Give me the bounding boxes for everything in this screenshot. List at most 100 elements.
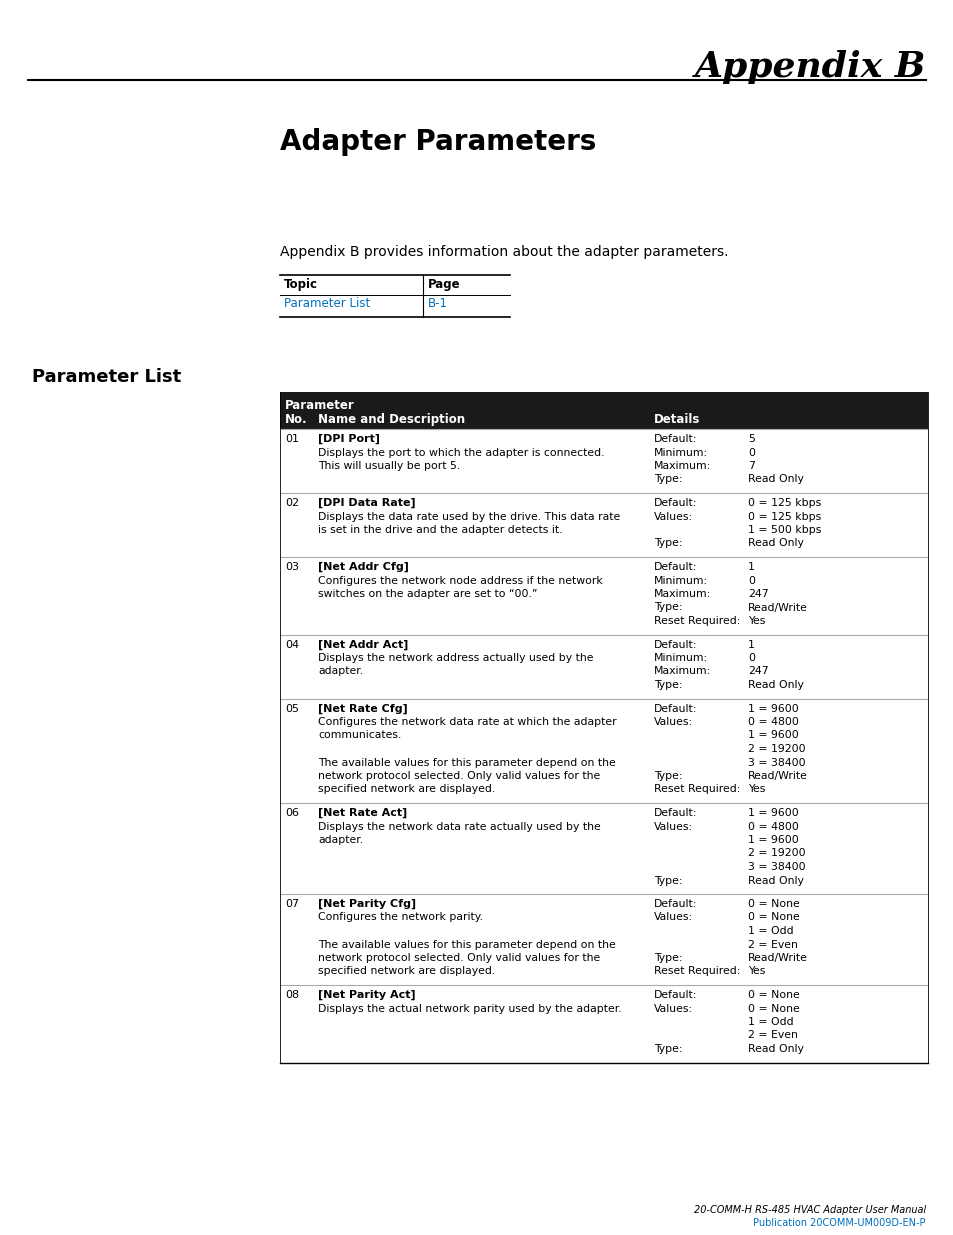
Text: 07: 07 bbox=[285, 899, 299, 909]
Text: 7: 7 bbox=[747, 461, 754, 471]
Text: Name and Description: Name and Description bbox=[317, 412, 465, 426]
Text: Appendix B provides information about the adapter parameters.: Appendix B provides information about th… bbox=[280, 245, 728, 259]
Text: Details: Details bbox=[654, 412, 700, 426]
Text: Configures the network node address if the network: Configures the network node address if t… bbox=[317, 576, 602, 585]
Text: 0 = 4800: 0 = 4800 bbox=[747, 718, 798, 727]
Text: [Net Addr Act]: [Net Addr Act] bbox=[317, 640, 408, 650]
Text: is set in the drive and the adapter detects it.: is set in the drive and the adapter dete… bbox=[317, 525, 562, 535]
Text: Type:: Type: bbox=[654, 538, 681, 548]
Text: Displays the network data rate actually used by the: Displays the network data rate actually … bbox=[317, 821, 600, 831]
Text: adapter.: adapter. bbox=[317, 667, 363, 677]
Text: Type:: Type: bbox=[654, 876, 681, 885]
Text: Read/Write: Read/Write bbox=[747, 603, 807, 613]
Text: Type:: Type: bbox=[654, 603, 681, 613]
Text: Displays the network address actually used by the: Displays the network address actually us… bbox=[317, 653, 593, 663]
Text: [Net Parity Cfg]: [Net Parity Cfg] bbox=[317, 899, 416, 909]
Text: 2 = 19200: 2 = 19200 bbox=[747, 743, 804, 755]
Text: 0: 0 bbox=[747, 653, 754, 663]
Text: Read/Write: Read/Write bbox=[747, 953, 807, 963]
Text: Appendix B: Appendix B bbox=[694, 49, 925, 84]
Text: 0: 0 bbox=[747, 447, 754, 457]
Text: Displays the actual network parity used by the adapter.: Displays the actual network parity used … bbox=[317, 1004, 621, 1014]
Text: Default:: Default: bbox=[654, 498, 697, 508]
FancyBboxPatch shape bbox=[280, 391, 927, 429]
Text: Default:: Default: bbox=[654, 704, 697, 714]
Text: communicates.: communicates. bbox=[317, 730, 401, 741]
Text: 20-COMM-H RS-485 HVAC Adapter User Manual: 20-COMM-H RS-485 HVAC Adapter User Manua… bbox=[693, 1205, 925, 1215]
Text: Type:: Type: bbox=[654, 680, 681, 690]
Text: adapter.: adapter. bbox=[317, 835, 363, 845]
Text: 03: 03 bbox=[285, 562, 298, 572]
Text: Reset Required:: Reset Required: bbox=[654, 616, 740, 626]
Text: 05: 05 bbox=[285, 704, 298, 714]
Text: Adapter Parameters: Adapter Parameters bbox=[280, 128, 596, 156]
Text: specified network are displayed.: specified network are displayed. bbox=[317, 784, 495, 794]
Text: Values:: Values: bbox=[654, 1004, 693, 1014]
Text: 01: 01 bbox=[285, 433, 298, 445]
Text: 06: 06 bbox=[285, 808, 298, 818]
Text: Read Only: Read Only bbox=[747, 538, 803, 548]
Text: 1 = 9600: 1 = 9600 bbox=[747, 808, 798, 818]
Text: [DPI Port]: [DPI Port] bbox=[317, 433, 379, 445]
Text: 0 = None: 0 = None bbox=[747, 913, 799, 923]
Text: Displays the data rate used by the drive. This data rate: Displays the data rate used by the drive… bbox=[317, 511, 619, 521]
Text: The available values for this parameter depend on the: The available values for this parameter … bbox=[317, 940, 615, 950]
Text: 1: 1 bbox=[747, 640, 754, 650]
Text: Parameter List: Parameter List bbox=[284, 296, 370, 310]
Text: Minimum:: Minimum: bbox=[654, 576, 707, 585]
Text: 1 = 9600: 1 = 9600 bbox=[747, 704, 798, 714]
Text: Values:: Values: bbox=[654, 913, 693, 923]
Text: Read Only: Read Only bbox=[747, 1044, 803, 1053]
Text: [Net Addr Cfg]: [Net Addr Cfg] bbox=[317, 562, 409, 572]
Text: Yes: Yes bbox=[747, 967, 764, 977]
Text: 247: 247 bbox=[747, 589, 768, 599]
Text: Read Only: Read Only bbox=[747, 474, 803, 484]
Text: Parameter: Parameter bbox=[285, 399, 355, 412]
Text: Yes: Yes bbox=[747, 784, 764, 794]
Text: 3 = 38400: 3 = 38400 bbox=[747, 757, 804, 767]
Text: 04: 04 bbox=[285, 640, 299, 650]
Text: Default:: Default: bbox=[654, 808, 697, 818]
Text: Default:: Default: bbox=[654, 990, 697, 1000]
Text: Minimum:: Minimum: bbox=[654, 447, 707, 457]
Text: Displays the port to which the adapter is connected.: Displays the port to which the adapter i… bbox=[317, 447, 604, 457]
Text: 247: 247 bbox=[747, 667, 768, 677]
Text: Maximum:: Maximum: bbox=[654, 589, 711, 599]
Text: Configures the network parity.: Configures the network parity. bbox=[317, 913, 482, 923]
Text: 3 = 38400: 3 = 38400 bbox=[747, 862, 804, 872]
Text: Default:: Default: bbox=[654, 562, 697, 572]
Text: Values:: Values: bbox=[654, 511, 693, 521]
Text: Maximum:: Maximum: bbox=[654, 667, 711, 677]
Text: 1 = 500 kbps: 1 = 500 kbps bbox=[747, 525, 821, 535]
Text: 1 = Odd: 1 = Odd bbox=[747, 1016, 793, 1028]
Text: Configures the network data rate at which the adapter: Configures the network data rate at whic… bbox=[317, 718, 616, 727]
Text: Maximum:: Maximum: bbox=[654, 461, 711, 471]
Text: 5: 5 bbox=[747, 433, 754, 445]
Text: 1 = Odd: 1 = Odd bbox=[747, 926, 793, 936]
Text: 0 = 4800: 0 = 4800 bbox=[747, 821, 798, 831]
Text: 1: 1 bbox=[747, 562, 754, 572]
Text: 2 = 19200: 2 = 19200 bbox=[747, 848, 804, 858]
Text: Read Only: Read Only bbox=[747, 680, 803, 690]
Text: 1 = 9600: 1 = 9600 bbox=[747, 730, 798, 741]
Text: Publication 20COMM-UM009D-EN-P: Publication 20COMM-UM009D-EN-P bbox=[753, 1218, 925, 1228]
Text: Type:: Type: bbox=[654, 1044, 681, 1053]
Text: Reset Required:: Reset Required: bbox=[654, 784, 740, 794]
Text: 02: 02 bbox=[285, 498, 299, 508]
Text: Reset Required:: Reset Required: bbox=[654, 967, 740, 977]
Text: [Net Rate Cfg]: [Net Rate Cfg] bbox=[317, 704, 407, 714]
Text: Type:: Type: bbox=[654, 771, 681, 781]
Text: Read Only: Read Only bbox=[747, 876, 803, 885]
Text: network protocol selected. Only valid values for the: network protocol selected. Only valid va… bbox=[317, 953, 599, 963]
Text: 2 = Even: 2 = Even bbox=[747, 940, 797, 950]
Text: 0: 0 bbox=[747, 576, 754, 585]
Text: 0 = 125 kbps: 0 = 125 kbps bbox=[747, 498, 821, 508]
Text: 0 = 125 kbps: 0 = 125 kbps bbox=[747, 511, 821, 521]
Text: Default:: Default: bbox=[654, 899, 697, 909]
Text: specified network are displayed.: specified network are displayed. bbox=[317, 967, 495, 977]
Text: [Net Rate Act]: [Net Rate Act] bbox=[317, 808, 407, 819]
Text: Topic: Topic bbox=[284, 278, 317, 291]
Text: This will usually be port 5.: This will usually be port 5. bbox=[317, 461, 459, 471]
Text: Type:: Type: bbox=[654, 953, 681, 963]
Text: Minimum:: Minimum: bbox=[654, 653, 707, 663]
